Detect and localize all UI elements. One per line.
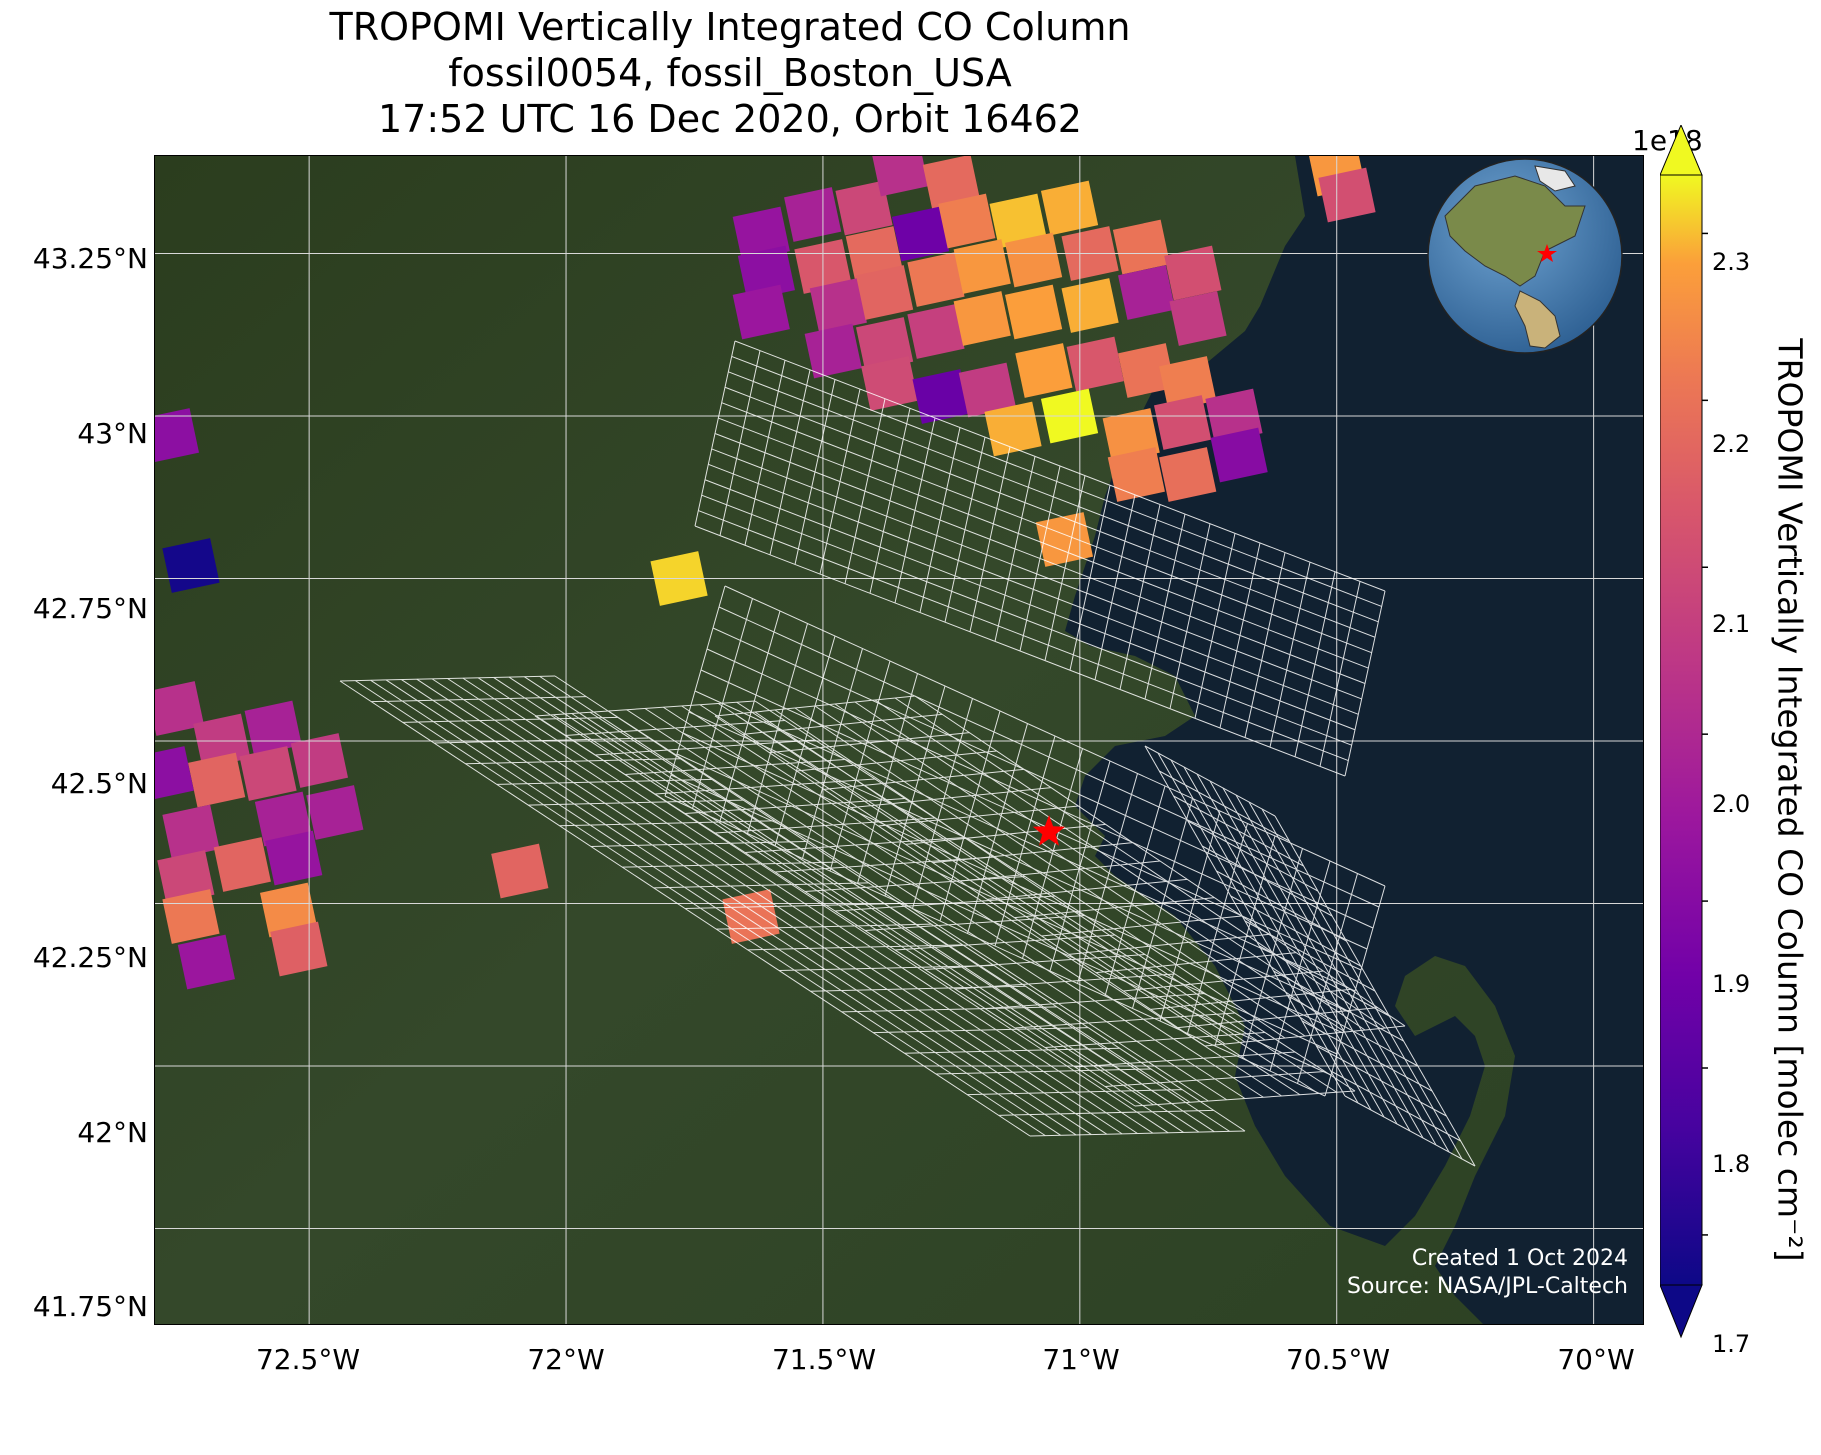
co-pixel [155,408,200,463]
co-pixel [784,187,842,242]
lat-tick-label: 42.25°N [32,941,148,974]
co-pixel [1015,343,1073,398]
lon-tick-label: 70°W [1557,1343,1635,1376]
co-pixel [1164,245,1222,301]
tropomi-footprint-grids [339,340,1476,1167]
co-pixel [804,323,862,379]
plot-title-line-3: 17:52 UTC 16 Dec 2020, Orbit 16462 [378,97,1082,141]
co-pixel [1102,408,1160,463]
co-pixel [855,317,914,372]
co-pixel [1153,395,1212,450]
footprint-swath [534,700,1356,1107]
footprint-swath [1144,745,1476,1167]
co-pixel [162,804,220,860]
co-pixel [907,252,965,307]
co-pixel [1066,336,1124,392]
credit-created: Created 1 Oct 2024 [1411,1246,1628,1271]
co-pixel [861,356,919,411]
co-pixel [871,156,929,197]
co-pixel [177,934,235,990]
colorbar-title: TROPOMI Vertically Integrated CO Column … [1770,338,1810,1262]
lat-tick-label: 43°N [77,417,148,450]
co-pixel [953,291,1011,346]
co-pixel [958,362,1016,418]
colorbar-tick-label: 1.7 [1712,1330,1751,1358]
co-pixel [938,193,996,249]
lat-tick-label: 42.75°N [32,592,148,625]
co-pixel [162,538,220,593]
lon-tick-label: 72.5°W [255,1343,361,1376]
plot-title-line-1: TROPOMI Vertically Integrated CO Column [329,5,1131,49]
lon-tick-label: 72°W [527,1343,605,1376]
co-pixel [162,889,220,944]
colorbar-tick-label: 2.0 [1712,790,1751,818]
colorbar [1660,125,1708,1339]
inset-globe [1427,158,1623,354]
lon-tick-label: 70.5°W [1285,1343,1391,1376]
map-panel[interactable] [154,155,1644,1325]
co-pixel [809,278,867,333]
co-pixel [254,791,313,847]
co-pixel [155,746,194,801]
co-pixel [1004,284,1063,340]
colorbar-tick-label: 2.3 [1712,248,1751,276]
colorbar-tick-label: 2.1 [1712,610,1751,638]
credit-source: Source: NASA/JPL-Caltech [1346,1274,1628,1299]
co-pixel [732,206,790,262]
star-icon [1032,815,1066,846]
co-pixel [1118,343,1176,398]
co-pixel [1169,291,1227,346]
co-pixel [265,830,323,886]
co-pixel [835,180,893,236]
co-pixel [1318,167,1376,223]
co-pixel [922,156,980,210]
colorbar-tick-label: 1.8 [1712,1150,1751,1178]
co-pixel [290,733,349,788]
co-pixel [491,843,549,899]
co-pixel [239,746,297,801]
co-pixel [1040,180,1099,236]
lat-tick-label: 41.75°N [32,1290,148,1323]
co-pixel [989,193,1047,249]
co-pixel [732,284,790,340]
co-pixel [155,681,205,736]
lat-tick-label: 43.25°N [32,242,148,275]
star-icon [1537,244,1557,262]
co-pixel [1107,447,1165,502]
co-pixel [1210,427,1268,483]
lon-tick-label: 71.5°W [771,1343,877,1376]
co-pixel [270,921,328,977]
lon-tick-label: 71°W [1042,1343,1120,1376]
co-pixel [1004,232,1063,288]
co-pixel [1035,512,1094,567]
co-pixel [1159,447,1217,502]
colorbar-tick-label: 1.9 [1712,970,1751,998]
co-pixel [306,785,364,840]
co-pixel [953,239,1011,294]
co-pixel [1112,219,1171,275]
co-pixel [188,752,246,808]
co-pixel [1118,265,1176,320]
map-canvas [155,156,1643,1324]
footprint-swath [714,695,1406,1047]
co-pixel [907,304,965,359]
lat-tick-label: 42°N [77,1116,148,1149]
co-pixel [157,850,215,905]
lat-tick-label: 42.5°N [50,767,148,800]
co-pixel [1061,278,1119,333]
colorbar-tick-label: 2.2 [1712,430,1751,458]
map-gridlines [155,156,1643,1324]
co-pixel [213,837,271,892]
land-mass [155,156,1515,1324]
co-pixel [891,206,950,262]
co-pixel [855,265,914,320]
co-pixel [259,882,318,938]
plot-title-line-2: fossil0054, fossil_Boston_USA [448,51,1012,95]
footprint-swath [694,340,1386,777]
co-pixel [244,700,302,756]
co-pixel [912,369,970,424]
